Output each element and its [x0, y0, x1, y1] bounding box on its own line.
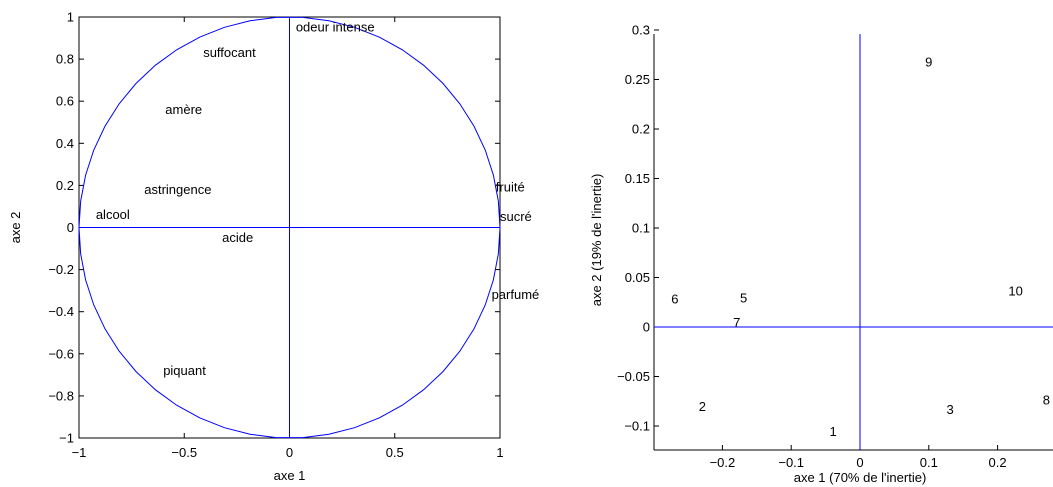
variable-label: astringence: [144, 182, 211, 197]
variable-label: suffocant: [203, 45, 256, 60]
variable-label: sucré: [500, 209, 532, 224]
individual-label: 2: [699, 399, 706, 414]
right-y-tick-label: 0.15: [625, 171, 650, 186]
right-x-tick-label: 0.1: [920, 455, 938, 470]
variable-label: piquant: [163, 363, 206, 378]
left-y-tick-label: 1: [67, 10, 74, 25]
left-x-tick-label: −0.5: [171, 445, 197, 460]
individual-label: 5: [740, 290, 747, 305]
left-x-tick-label: −1: [72, 445, 87, 460]
variable-label: acide: [222, 230, 253, 245]
variable-label: odeur intense: [296, 20, 375, 35]
left-y-tick-label: −0.6: [48, 346, 74, 361]
left-y-tick-label: 0.4: [56, 136, 74, 151]
right-data-layer: 9 6 57 10 2 3 8 1: [654, 34, 1053, 450]
individual-label: 3: [946, 402, 953, 417]
right-y-tick-label: 0.3: [632, 23, 650, 38]
individuals-map-plot: −0.2 −0.1 0 0.1 0.2 0.3 0.25 0.2 0.15 0.1 0.05 0 −0.…: [589, 23, 1053, 485]
right-x-tick-label: 0.2: [989, 455, 1007, 470]
left-x-axis-title: axe 1: [274, 468, 306, 483]
right-y-tick-label: 0.1: [632, 221, 650, 236]
left-y-tick-label: 0.8: [56, 52, 74, 67]
left-y-tick-label: −0.8: [48, 388, 74, 403]
variable-label: fruité: [496, 180, 525, 195]
variable-label: parfumé: [492, 287, 540, 302]
individual-label: 8: [1043, 392, 1050, 407]
right-x-tick-label: −0.1: [778, 455, 804, 470]
left-y-tick-label: 0.6: [56, 94, 74, 109]
right-x-tick-label: 0: [856, 455, 863, 470]
right-ticks: −0.2 −0.1 0 0.1 0.2 0.3 0.25 0.2 0.15 0.1 0.05 0 −0.…: [617, 23, 1007, 471]
individual-label: 7: [733, 315, 740, 330]
individual-label: 1: [829, 424, 836, 439]
left-y-tick-label: 0: [67, 220, 74, 235]
right-x-tick-label: −0.2: [710, 455, 736, 470]
left-y-tick-label: −1: [59, 431, 74, 446]
left-y-tick-label: −0.2: [48, 262, 74, 277]
left-y-axis-title: axe 2: [8, 212, 23, 244]
individual-label: 6: [671, 291, 678, 306]
variable-label: amère: [165, 102, 202, 117]
right-y-tick-label: 0: [643, 320, 650, 335]
right-y-tick-label: 0.25: [625, 72, 650, 87]
individual-label: 10: [1008, 283, 1022, 298]
left-x-tick-label: 1: [496, 445, 503, 460]
left-ticks: −1 −0.5 0 0.5 1 −1 −0.8 −0.6 −0.4 −0.2 0 0.2 0.4 0.6 0…: [48, 10, 503, 461]
correlation-circle-plot: −1 −0.5 0 0.5 1 −1 −0.8 −0.6 −0.4 −0.2 0 0.2 0.4 0.6 0…: [8, 10, 539, 484]
right-y-tick-label: −0.1: [624, 419, 650, 434]
left-data-layer: odeur intense suffocant amère astringence al…: [78, 16, 540, 439]
right-y-tick-label: −0.05: [617, 369, 650, 384]
left-x-tick-label: 0: [286, 445, 293, 460]
right-x-axis-title: axe 1 (70% de l'inertie): [794, 470, 927, 485]
right-y-tick-label: 0.05: [625, 270, 650, 285]
right-y-axis-title: axe 2 (19% de l'inertie): [589, 174, 604, 307]
right-y-tick-label: 0.2: [632, 122, 650, 137]
left-y-tick-label: −0.4: [48, 304, 74, 319]
individual-label: 9: [925, 55, 932, 70]
variable-label: alcool: [96, 207, 130, 222]
left-y-tick-label: 0.2: [56, 178, 74, 193]
left-x-tick-label: 0.5: [386, 445, 404, 460]
